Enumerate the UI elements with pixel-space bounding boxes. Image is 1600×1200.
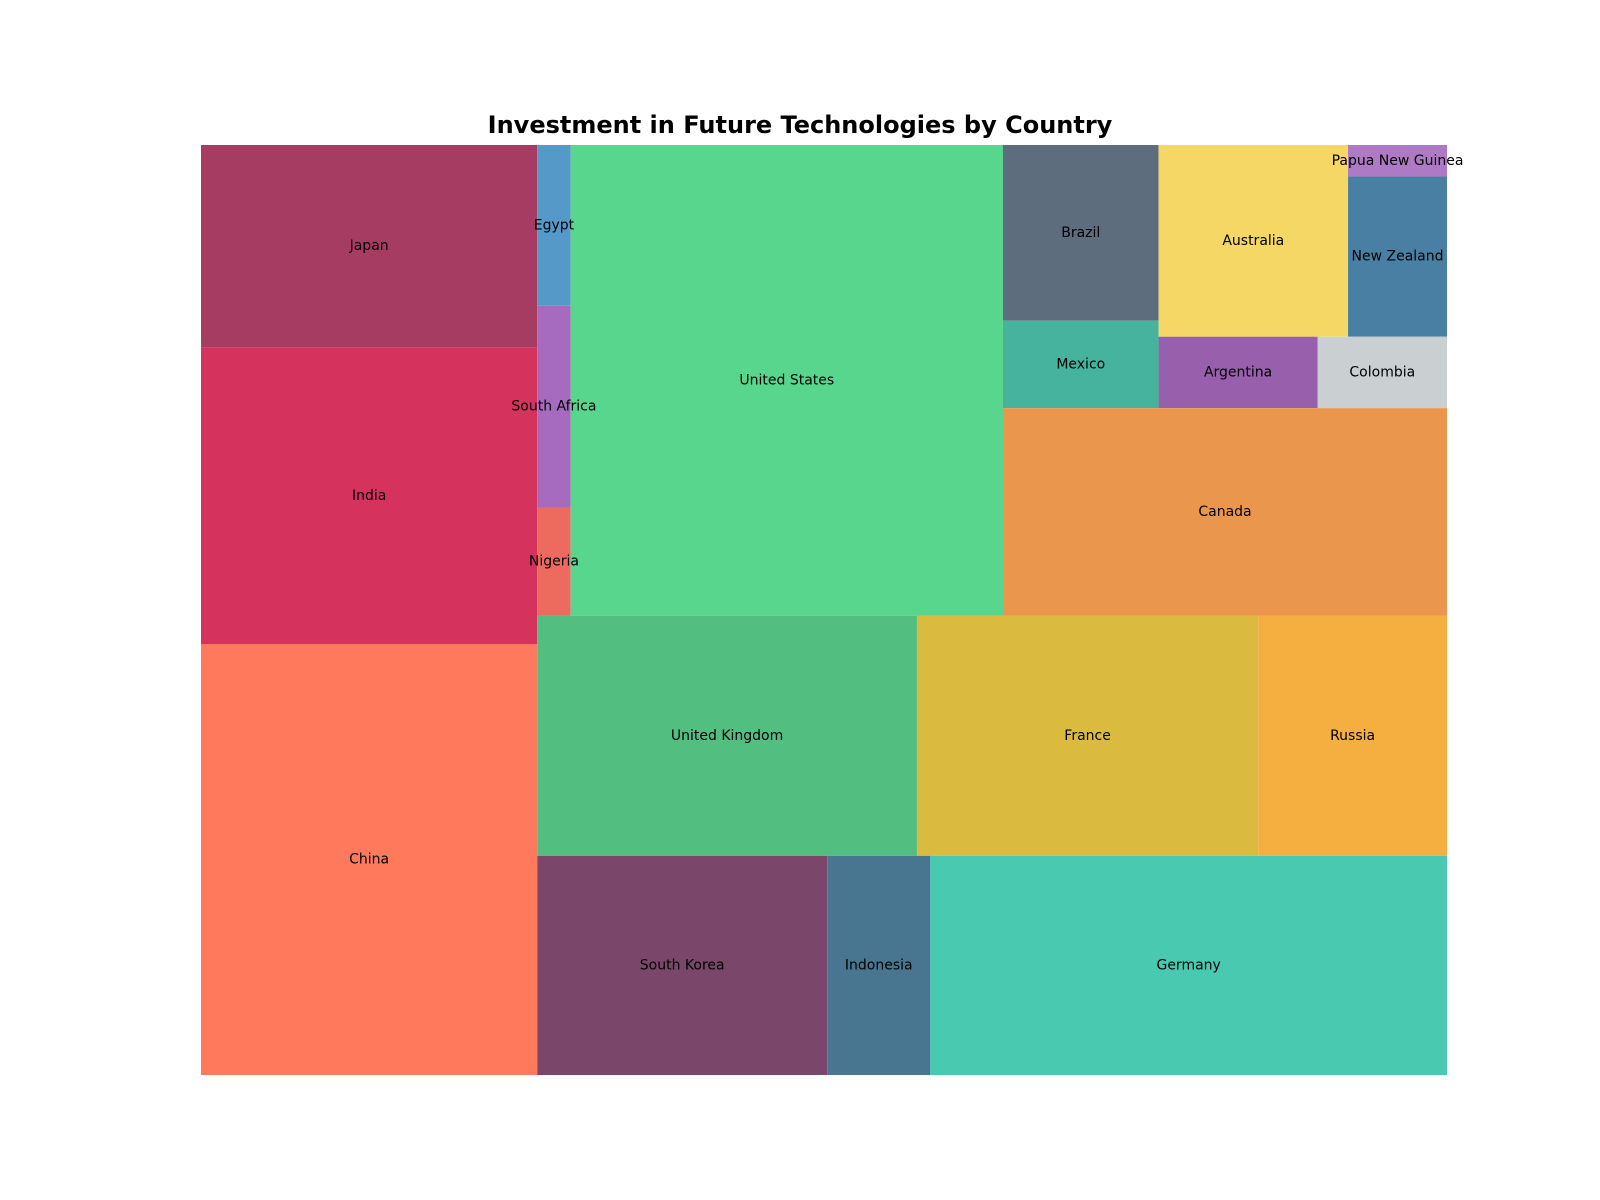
tile-label-japan: Japan	[349, 238, 389, 254]
tile-label-france: France	[1064, 728, 1111, 744]
tile-label-papua-new-guinea: Papua New Guinea	[1332, 153, 1464, 169]
tile-colombia	[1317, 336, 1447, 409]
tile-label-china: China	[349, 852, 389, 868]
tile-label-united-kingdom: United Kingdom	[671, 728, 783, 744]
tile-japan	[201, 145, 538, 348]
tile-label-egypt: Egypt	[534, 217, 575, 233]
chart-title: Investment in Future Technologies by Cou…	[487, 111, 1113, 139]
tile-label-mexico: Mexico	[1056, 356, 1105, 372]
tile-label-canada: Canada	[1198, 504, 1251, 520]
tile-label-russia: Russia	[1330, 728, 1375, 744]
tile-label-australia: Australia	[1222, 233, 1284, 249]
tile-mexico	[1002, 320, 1159, 409]
treemap-labels: Japan India China Egypt South Africa Nigeria U…	[349, 153, 1464, 974]
tile-france	[916, 615, 1259, 856]
tile-new-zealand	[1348, 176, 1447, 337]
treemap-tiles	[201, 145, 1447, 1075]
tile-canada	[1002, 408, 1447, 616]
tile-label-indonesia: Indonesia	[845, 957, 913, 973]
tile-china	[201, 644, 538, 1075]
tile-germany	[930, 855, 1447, 1075]
tile-papua-new-guinea	[1348, 145, 1447, 177]
tile-label-germany: Germany	[1156, 957, 1220, 973]
tile-south-africa	[537, 305, 571, 508]
tile-nigeria	[537, 507, 571, 616]
tile-label-new-zealand: New Zealand	[1352, 249, 1444, 265]
tile-label-south-africa: South Africa	[511, 399, 596, 415]
tile-indonesia	[827, 855, 931, 1075]
tile-label-brazil: Brazil	[1061, 225, 1100, 241]
tile-russia	[1258, 615, 1447, 856]
tile-australia	[1158, 145, 1349, 337]
tile-label-colombia: Colombia	[1349, 364, 1415, 380]
tile-united-kingdom	[537, 615, 917, 856]
tile-label-india: India	[352, 488, 386, 504]
tile-south-korea	[537, 855, 828, 1075]
tile-label-argentina: Argentina	[1204, 364, 1272, 380]
tile-label-united-states: United States	[739, 372, 834, 388]
tile-label-nigeria: Nigeria	[529, 554, 579, 570]
tile-egypt	[537, 145, 571, 306]
tile-brazil	[1002, 145, 1159, 321]
tile-united-states	[570, 145, 1003, 616]
tile-argentina	[1158, 336, 1318, 409]
tile-india	[201, 347, 538, 645]
tile-label-south-korea: South Korea	[640, 957, 725, 973]
